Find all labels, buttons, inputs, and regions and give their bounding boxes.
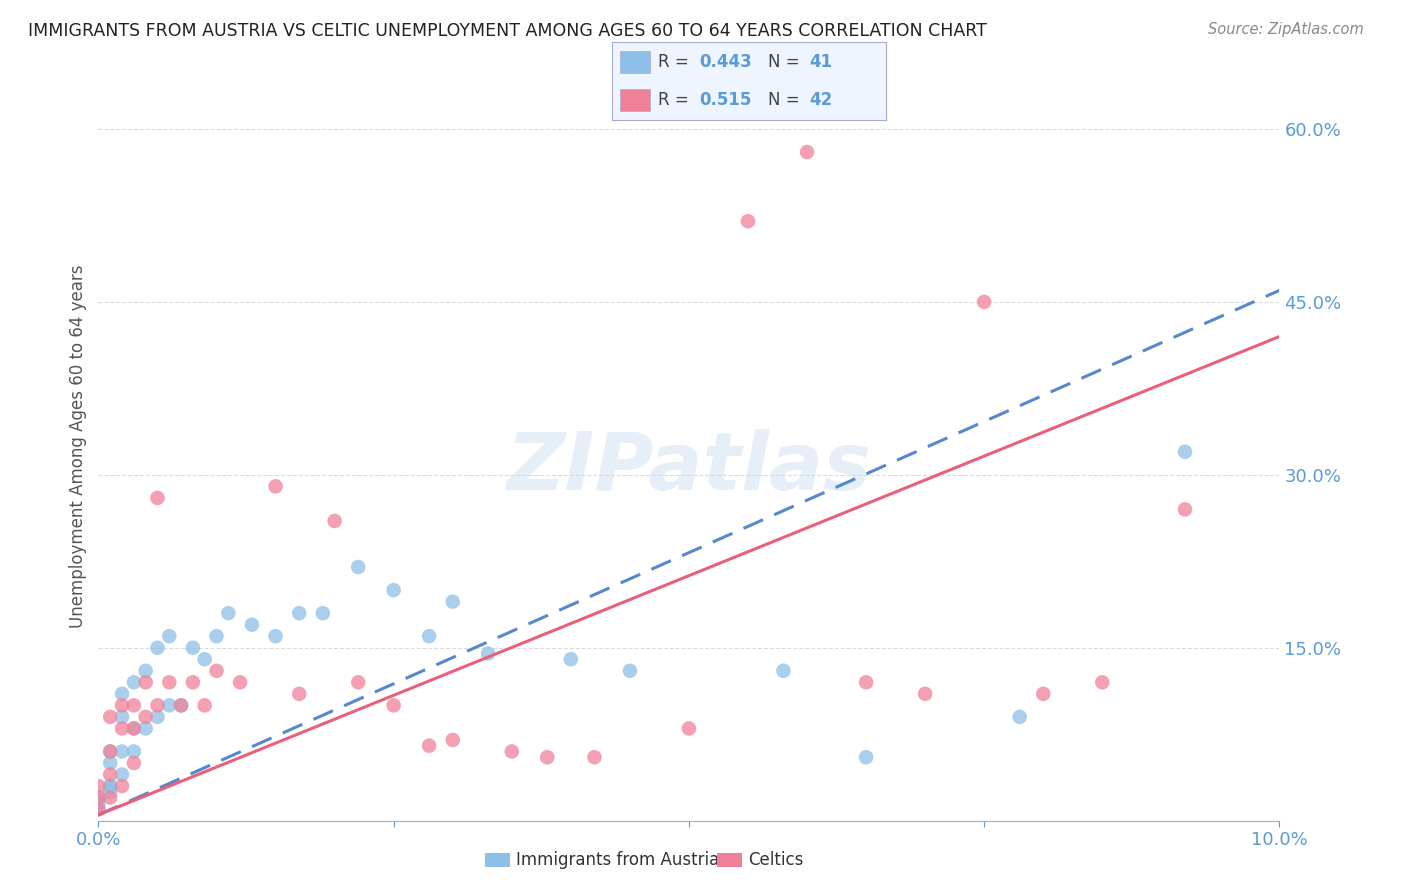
Point <box>194 652 217 666</box>
Text: R =: R = <box>658 54 689 71</box>
Point <box>87 797 110 811</box>
Text: IMMIGRANTS FROM AUSTRIA VS CELTIC UNEMPLOYMENT AMONG AGES 60 TO 64 YEARS CORRELA: IMMIGRANTS FROM AUSTRIA VS CELTIC UNEMPL… <box>28 22 987 40</box>
Point <box>98 779 121 793</box>
Point <box>1091 675 1114 690</box>
Point <box>181 675 204 690</box>
Point <box>98 756 121 770</box>
Point <box>122 675 145 690</box>
Point <box>441 733 464 747</box>
Point <box>1032 687 1054 701</box>
Point <box>146 640 169 655</box>
Point <box>477 647 499 661</box>
Point <box>796 145 818 159</box>
Point <box>122 698 145 713</box>
Point <box>157 629 180 643</box>
Point <box>111 687 134 701</box>
Point <box>157 698 180 713</box>
Point <box>122 722 145 736</box>
Point <box>98 744 121 758</box>
Point <box>194 698 217 713</box>
Point <box>1174 444 1197 458</box>
Point <box>98 785 121 799</box>
Point <box>146 698 169 713</box>
Point <box>312 606 335 620</box>
Text: Celtics: Celtics <box>748 851 803 869</box>
Point <box>855 750 877 764</box>
Point <box>87 790 110 805</box>
Text: 41: 41 <box>808 54 832 71</box>
Point <box>560 652 582 666</box>
Point <box>205 664 228 678</box>
Point <box>135 710 157 724</box>
Point <box>217 606 239 620</box>
Point <box>135 722 157 736</box>
Point <box>855 675 877 690</box>
Text: ZIPatlas: ZIPatlas <box>506 429 872 508</box>
Point <box>678 722 700 736</box>
Text: 0.515: 0.515 <box>699 91 752 109</box>
Point <box>135 675 157 690</box>
Point <box>536 750 558 764</box>
Text: N =: N = <box>768 91 800 109</box>
Point <box>737 214 759 228</box>
Point <box>772 664 794 678</box>
Point <box>382 583 405 598</box>
Point <box>98 710 121 724</box>
Point <box>205 629 228 643</box>
Point <box>181 640 204 655</box>
Text: Source: ZipAtlas.com: Source: ZipAtlas.com <box>1208 22 1364 37</box>
Point <box>288 687 311 701</box>
Point <box>122 744 145 758</box>
Point <box>441 594 464 608</box>
Point <box>288 606 311 620</box>
Point <box>264 479 287 493</box>
Point <box>1008 710 1031 724</box>
Point <box>111 767 134 781</box>
Point <box>98 790 121 805</box>
Point <box>418 629 440 643</box>
Point <box>87 790 110 805</box>
FancyBboxPatch shape <box>620 52 650 73</box>
Point <box>87 802 110 816</box>
Point <box>583 750 606 764</box>
Point <box>229 675 252 690</box>
Point <box>157 675 180 690</box>
Point <box>347 675 370 690</box>
Point <box>240 617 263 632</box>
Point <box>122 722 145 736</box>
Point <box>111 698 134 713</box>
Text: 0.443: 0.443 <box>699 54 752 71</box>
Point <box>323 514 346 528</box>
Y-axis label: Unemployment Among Ages 60 to 64 years: Unemployment Among Ages 60 to 64 years <box>69 264 87 628</box>
Point <box>418 739 440 753</box>
Point <box>87 802 110 816</box>
Point <box>619 664 641 678</box>
Text: R =: R = <box>658 91 689 109</box>
Point <box>170 698 193 713</box>
Point <box>973 294 995 309</box>
FancyBboxPatch shape <box>620 89 650 111</box>
Text: 42: 42 <box>808 91 832 109</box>
Point <box>111 722 134 736</box>
Point <box>264 629 287 643</box>
Point <box>347 560 370 574</box>
Point <box>914 687 936 701</box>
Point <box>98 744 121 758</box>
Point <box>135 664 157 678</box>
Point <box>111 744 134 758</box>
Point <box>122 756 145 770</box>
Point <box>87 779 110 793</box>
Point <box>111 779 134 793</box>
Point <box>501 744 523 758</box>
Point <box>1174 502 1197 516</box>
Point <box>146 710 169 724</box>
Text: N =: N = <box>768 54 800 71</box>
Point <box>98 767 121 781</box>
Point <box>146 491 169 505</box>
Point <box>170 698 193 713</box>
Point <box>98 779 121 793</box>
Point <box>111 710 134 724</box>
Point <box>382 698 405 713</box>
Text: Immigrants from Austria: Immigrants from Austria <box>516 851 720 869</box>
